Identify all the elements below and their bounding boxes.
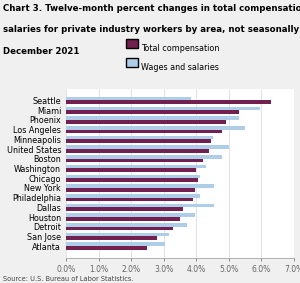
Bar	[66, 198, 193, 201]
Bar	[66, 106, 260, 110]
Bar	[66, 207, 183, 211]
Bar	[66, 116, 239, 120]
Bar	[66, 97, 191, 100]
Bar	[66, 227, 173, 230]
Bar	[66, 139, 211, 143]
Bar	[66, 246, 147, 250]
Bar	[66, 155, 222, 159]
Bar	[66, 126, 245, 130]
Text: December 2021: December 2021	[3, 47, 80, 56]
Bar	[66, 217, 180, 221]
Bar	[66, 175, 200, 178]
Bar	[66, 110, 239, 114]
Bar	[66, 233, 169, 237]
Text: Chart 3. Twelve-month percent changes in total compensation and wages and: Chart 3. Twelve-month percent changes in…	[3, 4, 300, 13]
Bar	[66, 130, 222, 133]
Text: salaries for private industry workers by area, not seasonally adjusted,: salaries for private industry workers by…	[3, 25, 300, 35]
Bar	[66, 237, 157, 240]
Text: Source: U.S. Bureau of Labor Statistics.: Source: U.S. Bureau of Labor Statistics.	[3, 276, 134, 282]
Bar	[66, 213, 195, 217]
Bar	[66, 184, 214, 188]
Bar	[66, 194, 200, 198]
Text: Total compensation: Total compensation	[141, 44, 219, 53]
Bar	[66, 204, 214, 207]
Bar	[66, 149, 209, 153]
Bar	[66, 223, 187, 227]
Bar	[66, 178, 198, 182]
Bar	[66, 188, 195, 192]
Bar	[66, 159, 203, 162]
Bar	[66, 120, 226, 124]
Bar	[66, 243, 165, 246]
Bar	[66, 136, 213, 139]
Bar	[66, 145, 229, 149]
Bar	[66, 168, 196, 172]
Bar	[66, 100, 271, 104]
Bar	[66, 165, 206, 168]
Text: Wages and salaries: Wages and salaries	[141, 63, 219, 72]
